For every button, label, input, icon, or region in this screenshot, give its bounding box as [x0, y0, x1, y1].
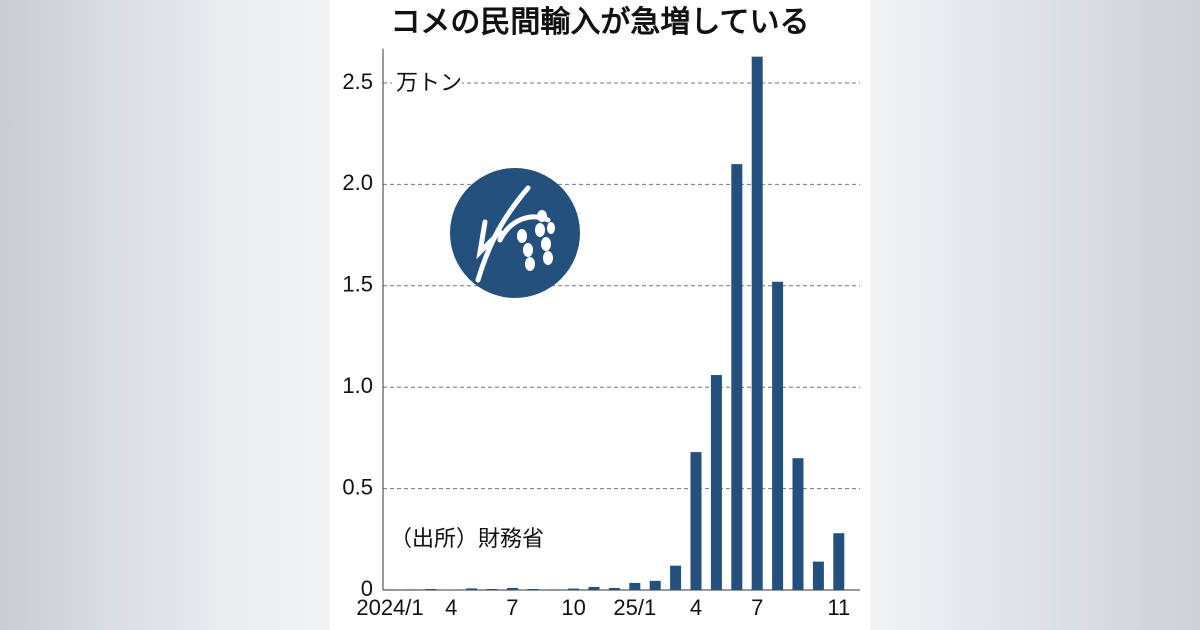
bar [670, 565, 682, 590]
y-tick-label: 2.0 [342, 170, 373, 195]
chart-title: コメの民間輸入が急増している [390, 5, 809, 39]
x-tick-label: 7 [506, 595, 518, 620]
y-tick-label: 1.0 [342, 373, 373, 398]
label-bg [392, 68, 462, 98]
x-tick-label: 2024/1 [356, 595, 423, 620]
x-tick-label: 25/1 [613, 595, 656, 620]
x-tick-label: 11 [827, 595, 850, 620]
annotation: （出所）財務省 [390, 526, 544, 551]
x-tick-label: 4 [690, 595, 702, 620]
x-tick-label: 10 [561, 595, 585, 620]
x-tick-label: 4 [445, 595, 457, 620]
bar [486, 588, 498, 590]
bar [792, 458, 804, 590]
x-tick-label: 7 [751, 595, 763, 620]
y-axis-label: 万トン [396, 70, 462, 95]
bar [547, 589, 559, 590]
bar [649, 580, 661, 590]
bar [772, 281, 784, 590]
bar [425, 588, 437, 590]
bar [629, 582, 641, 590]
bar [527, 588, 539, 590]
bar [690, 452, 702, 590]
bar [833, 533, 845, 590]
bar [731, 164, 743, 590]
y-tick-label: 0 [361, 576, 373, 601]
bar [751, 56, 763, 591]
bar [608, 587, 620, 590]
rice-icon [450, 168, 580, 298]
y-tick-label: 0.5 [342, 474, 373, 499]
bar [588, 586, 600, 590]
bar [710, 375, 722, 590]
bar [466, 588, 478, 590]
y-tick-label: 2.5 [342, 69, 373, 94]
bar [812, 561, 824, 590]
y-tick-label: 1.5 [342, 272, 373, 297]
bar [404, 589, 416, 590]
plot-area: 0 0.5 1.0 1.5 2.0 2.5 万トン （出所）財務省 2024/1 4 7 10 25/1… [342, 48, 860, 620]
bar [506, 587, 518, 590]
bar [384, 589, 396, 590]
bar [568, 588, 580, 590]
